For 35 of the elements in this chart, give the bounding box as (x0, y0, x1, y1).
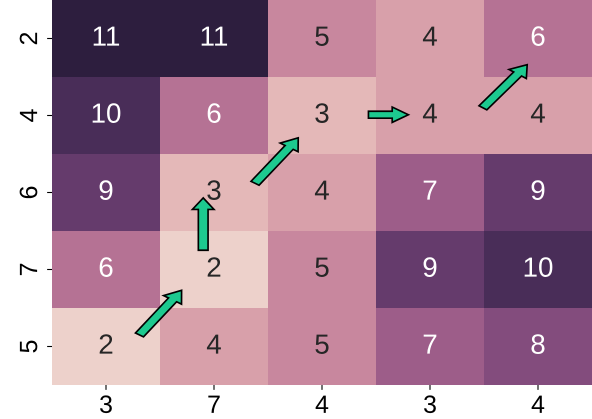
data-label: 2 (208, 257, 220, 277)
data-label: 3 (315, 103, 329, 123)
data-label: 11 (202, 26, 228, 46)
data-label: 7 (424, 334, 436, 354)
y-tick-label: 5 (20, 340, 38, 352)
x-tick-label: 4 (532, 396, 544, 413)
x-tick-label: 3 (424, 395, 436, 414)
y-tick-label: 2 (20, 32, 38, 44)
data-label: 9 (532, 180, 544, 200)
x-tick-label: 3 (100, 395, 112, 414)
data-label: 4 (530, 104, 545, 123)
data-label: 6 (208, 103, 221, 123)
data-label: 5 (315, 258, 329, 277)
data-label: 11 (94, 26, 120, 46)
data-label: 10 (524, 257, 552, 277)
data-label: 4 (422, 104, 437, 123)
y-tick-label: 4 (20, 109, 38, 122)
data-label: 4 (206, 334, 221, 354)
y-tick-label: 6 (20, 186, 38, 198)
data-label: 9 (100, 180, 112, 200)
data-label: 6 (100, 257, 113, 277)
data-label: 8 (531, 334, 545, 354)
x-tick-label: 4 (316, 396, 328, 413)
data-label: 3 (207, 180, 221, 200)
data-label: 5 (315, 334, 329, 354)
data-label: 4 (422, 26, 437, 46)
data-label: 7 (424, 180, 436, 200)
data-label: 10 (92, 103, 120, 123)
data-label: 2 (100, 334, 112, 354)
x-tick-label: 7 (208, 396, 220, 413)
data-label: 9 (424, 257, 436, 277)
data-label: 4 (314, 180, 329, 200)
data-label: 6 (532, 26, 545, 46)
data-label: 5 (315, 26, 329, 46)
y-tick-label: 7 (20, 264, 38, 276)
